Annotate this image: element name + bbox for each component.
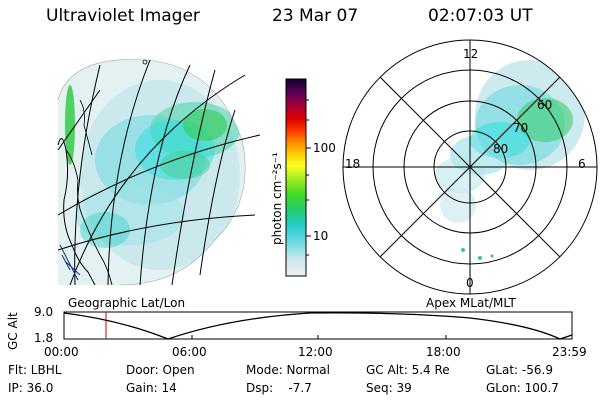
time-tick-0000: 00:00 [44,345,79,359]
observation-time: 02:07:03 UT [428,6,533,26]
mode-status: Mode: Normal [246,363,330,377]
app-title: Ultraviolet Imager [46,6,200,26]
auroral-emission-polar [435,60,585,260]
ip-status: IP: 36.0 [8,381,54,395]
colorbar-unit-label: photon cm⁻²s⁻¹ [270,152,284,245]
altitude-ytick-high: 9.0 [34,305,54,319]
mlat-label-70: 70 [513,121,529,135]
door-status: Door: Open [126,363,195,377]
gc-alt-status: GC Alt: 5.4 Re [366,363,450,377]
colorbar [285,78,311,277]
filter-status: Flt: LBHL [8,363,62,377]
colorbar-tick-10: 10 [313,229,329,243]
geographic-caption: Geographic Lat/Lon [68,296,186,310]
mlt-label-0: 0 [466,276,474,290]
altitude-plot [63,311,573,340]
mlt-label-6: 6 [578,157,586,171]
observation-date: 23 Mar 07 [272,6,359,26]
mlat-label-60: 60 [537,98,553,112]
colorbar-tick-100: 100 [313,141,336,155]
mlt-label-18: 18 [345,157,361,171]
time-tick-0600: 06:00 [172,345,207,359]
geographic-image-panel [57,59,261,286]
mlt-label-12: 12 [463,47,479,61]
time-tick-1800: 18:00 [426,345,461,359]
seq-status: Seq: 39 [366,381,412,395]
apex-caption: Apex MLat/MLT [426,296,516,310]
time-tick-2359: 23:59 [552,345,587,359]
altitude-ytick-low: 1.8 [34,331,54,345]
altitude-curve [63,312,573,340]
time-tick-1200: 12:00 [298,345,333,359]
apex-polar-plot [342,39,598,295]
altitude-ylabel: GC Alt [6,312,20,350]
gain-status: Gain: 14 [126,381,177,395]
glat-status: GLat: -56.9 [486,363,553,377]
mlat-label-80: 80 [493,142,509,156]
dsp-status: Dsp: -7.7 [246,381,312,395]
glon-status: GLon: 100.7 [486,381,559,395]
auroral-emission-geo [58,59,246,285]
